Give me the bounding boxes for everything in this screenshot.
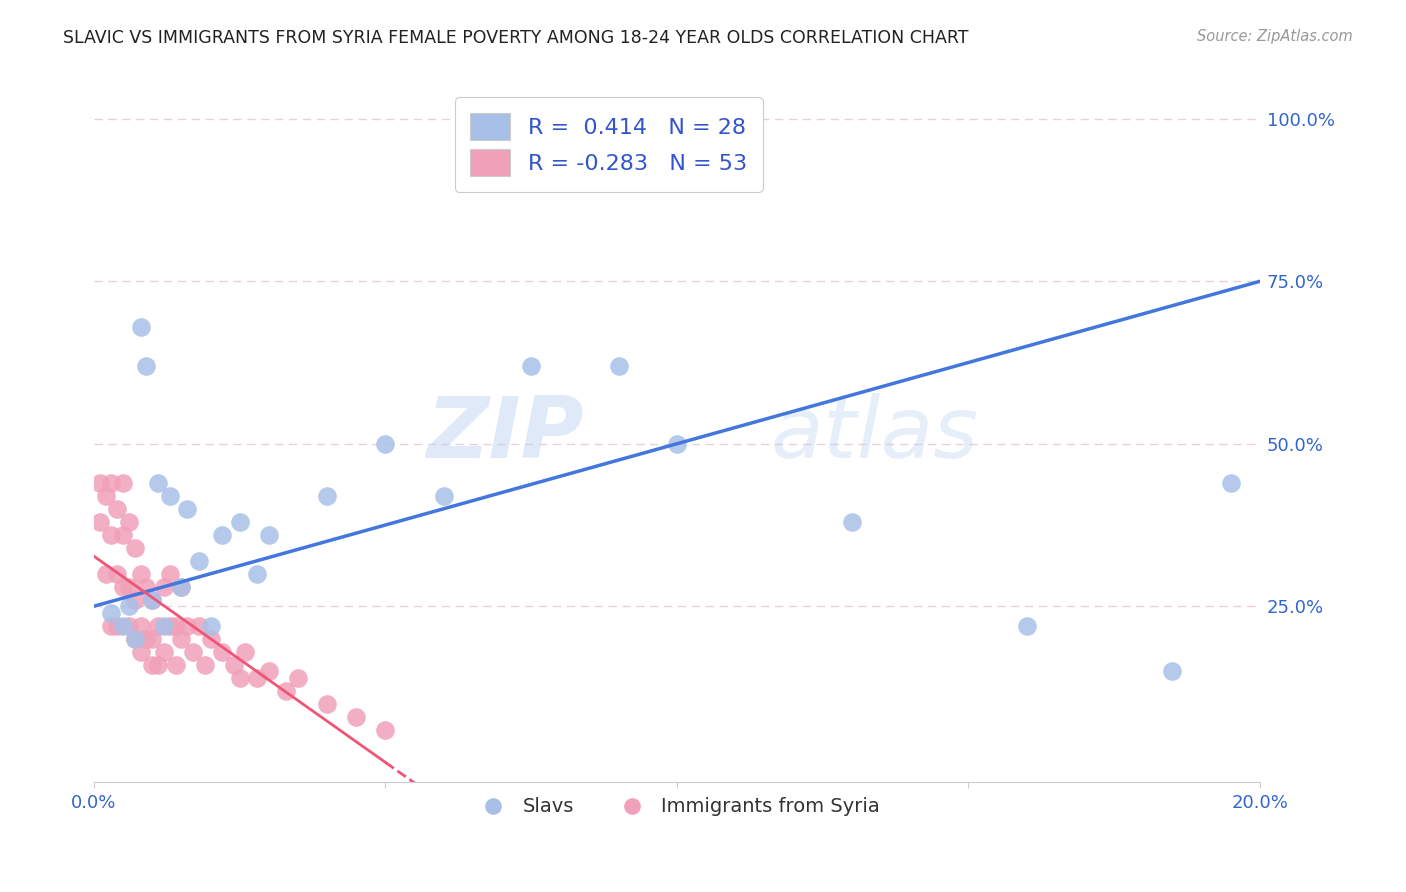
Point [246,671,269,685]
Point [316,489,339,503]
Point [211,645,233,659]
Point [141,657,163,672]
Point [170,580,193,594]
Point [194,657,217,672]
Point [200,618,222,632]
Text: SLAVIC VS IMMIGRANTS FROM SYRIA FEMALE POVERTY AMONG 18-24 YEAR OLDS CORRELATION: SLAVIC VS IMMIGRANTS FROM SYRIA FEMALE P… [63,29,969,46]
Point [124,632,146,646]
Point [211,527,233,541]
Point [89,515,111,529]
Point [287,671,309,685]
Point [94,489,117,503]
Point [129,645,152,659]
Point [105,618,128,632]
Text: ZIP: ZIP [426,392,583,475]
Point [135,580,157,594]
Point [141,632,163,646]
Point [159,489,181,503]
Point [159,618,181,632]
Point [129,618,152,632]
Point [135,359,157,373]
Text: Source: ZipAtlas.com: Source: ZipAtlas.com [1197,29,1353,44]
Point [433,489,456,503]
Point [170,632,193,646]
Point [170,580,193,594]
Point [257,664,280,678]
Point [118,618,141,632]
Point [100,527,122,541]
Point [153,618,176,632]
Point [181,645,204,659]
Point [112,580,135,594]
Point [141,592,163,607]
Point [1015,618,1038,632]
Point [200,632,222,646]
Point [141,592,163,607]
Point [146,475,169,490]
Point [1219,475,1241,490]
Point [187,554,209,568]
Point [520,359,543,373]
Point [112,618,135,632]
Point [153,580,176,594]
Point [112,527,135,541]
Point [89,475,111,490]
Point [228,515,250,529]
Point [176,501,198,516]
Point [374,437,396,451]
Point [257,527,280,541]
Point [165,618,187,632]
Point [316,697,339,711]
Point [344,709,367,723]
Point [176,618,198,632]
Point [1161,664,1184,678]
Point [246,566,269,581]
Point [153,645,176,659]
Point [100,475,122,490]
Legend: Slavs, Immigrants from Syria: Slavs, Immigrants from Syria [465,789,887,824]
Point [228,671,250,685]
Point [665,437,688,451]
Text: atlas: atlas [770,392,979,475]
Point [146,657,169,672]
Point [124,592,146,607]
Point [235,645,257,659]
Point [374,723,396,737]
Point [100,606,122,620]
Point [222,657,245,672]
Point [276,683,298,698]
Y-axis label: Female Poverty Among 18-24 Year Olds: Female Poverty Among 18-24 Year Olds [0,270,8,599]
Point [105,566,128,581]
Point [124,632,146,646]
Point [165,657,187,672]
Point [135,632,157,646]
Point [118,515,141,529]
Point [129,319,152,334]
Point [146,618,169,632]
Point [124,541,146,555]
Point [100,618,122,632]
Point [105,501,128,516]
Point [841,515,863,529]
Point [607,359,630,373]
Point [112,475,135,490]
Point [118,599,141,614]
Point [159,566,181,581]
Point [118,580,141,594]
Point [187,618,209,632]
Point [94,566,117,581]
Point [129,566,152,581]
